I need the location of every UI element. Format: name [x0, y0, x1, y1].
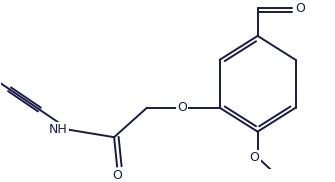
Text: O: O	[177, 101, 187, 114]
Text: O: O	[250, 151, 260, 164]
Text: O: O	[112, 169, 122, 182]
Text: O: O	[295, 2, 306, 15]
Text: NH: NH	[49, 123, 67, 136]
